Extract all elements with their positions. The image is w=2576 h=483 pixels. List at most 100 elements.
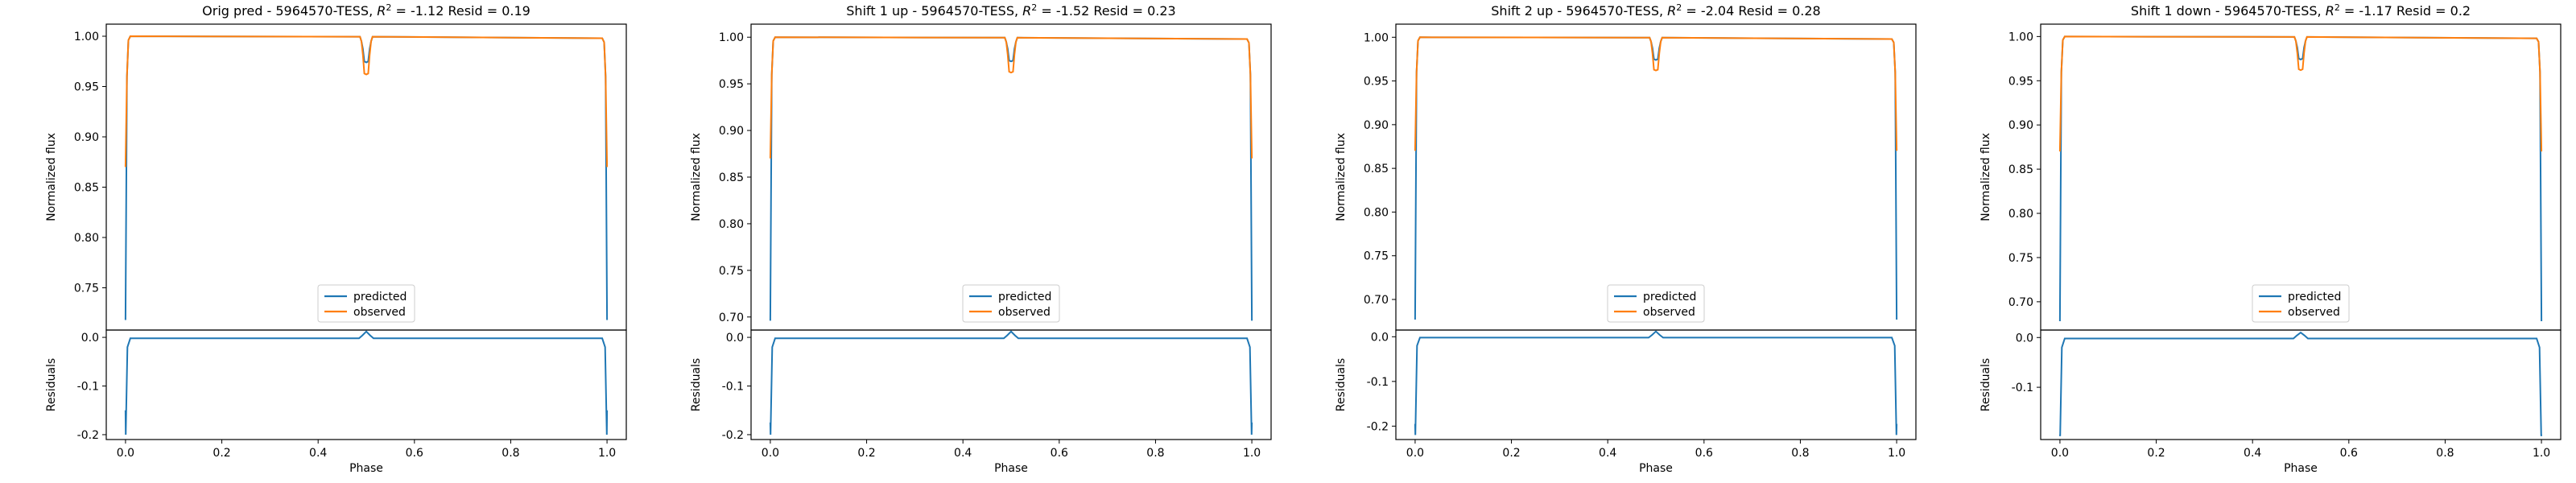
xlabel: Phase <box>349 462 383 475</box>
title-prefix: Shift 1 down - 5964570-TESS, <box>2131 3 2326 19</box>
bottom-ytick-label: -0.2 <box>722 429 744 442</box>
top-ytick-label: 0.80 <box>74 232 99 245</box>
series-predicted-line <box>2058 35 2543 322</box>
series-residuals-line <box>1414 330 1898 436</box>
legend-label-observed: observed <box>353 306 406 319</box>
chart-title: Shift 2 up - 5964570-TESS, R2 = -2.04 Re… <box>1491 2 1820 19</box>
series-observed-line <box>1414 36 1898 151</box>
top-ylabel: Normalized flux <box>690 133 703 221</box>
xtick-label: 0.4 <box>1599 447 1616 460</box>
legend-label-predicted: predicted <box>2288 291 2341 303</box>
top-ylabel: Normalized flux <box>45 133 58 221</box>
legend-box <box>1607 284 1705 323</box>
series-predicted-line <box>1414 36 1898 320</box>
title-r-superscript: 2 <box>386 2 391 13</box>
bottom-ytick-label: -0.2 <box>77 429 99 442</box>
series-observed-line <box>2058 35 2543 152</box>
xtick-label: 1.0 <box>2533 447 2550 460</box>
xtick-label: 0.0 <box>1406 447 1424 460</box>
title-r-superscript: 2 <box>1031 2 1037 13</box>
title-r-symbol: R <box>2326 3 2334 19</box>
top-ytick-label: 1.00 <box>719 31 744 44</box>
bottom-ytick-label: -0.1 <box>722 381 744 394</box>
top-ytick-label: 1.00 <box>2008 31 2033 43</box>
top-ytick-label: 0.85 <box>1364 163 1389 175</box>
title-prefix: Shift 1 up - 5964570-TESS, <box>846 3 1022 19</box>
top-ytick-label: 0.95 <box>74 81 99 94</box>
chart-title: Shift 1 down - 5964570-TESS, R2 = -1.17 … <box>2131 2 2471 19</box>
top-ytick-label: 0.95 <box>719 78 744 91</box>
title-suffix: = -1.52 Resid = 0.23 <box>1037 3 1175 19</box>
top-ytick-label: 0.70 <box>1364 294 1389 307</box>
chart-panel-4: Shift 1 down - 5964570-TESS, R2 = -1.17 … <box>1979 2 2562 475</box>
title-r-symbol: R <box>1022 3 1031 19</box>
xtick-label: 0.8 <box>2436 447 2454 460</box>
top-ytick-label: 1.00 <box>1364 31 1389 44</box>
bottom-axes-frame <box>1395 329 1917 440</box>
top-ytick-label: 0.75 <box>74 283 99 295</box>
bottom-ytick-label: 0.0 <box>1371 331 1389 344</box>
xtick-label: 0.0 <box>117 447 134 460</box>
top-ylabel: Normalized flux <box>1335 133 1348 221</box>
xtick-label: 0.6 <box>1695 447 1713 460</box>
top-ytick-label: 0.85 <box>74 182 99 195</box>
xtick-label: 0.6 <box>1051 447 1068 460</box>
xtick-label: 0.0 <box>2051 447 2069 460</box>
bottom-ytick-label: -0.1 <box>2012 382 2033 394</box>
legend-label-predicted: predicted <box>353 291 407 303</box>
bottom-ylabel: Residuals <box>1979 358 1992 411</box>
bottom-ytick-label: -0.2 <box>1367 420 1389 433</box>
top-axes-frame <box>750 23 1272 331</box>
xlabel: Phase <box>994 462 1028 475</box>
series-predicted-line <box>769 36 1253 321</box>
xtick-label: 0.2 <box>2147 447 2165 460</box>
title-suffix: = -1.12 Resid = 0.19 <box>391 3 530 19</box>
legend-box <box>962 284 1060 323</box>
xtick-label: 0.6 <box>406 447 423 460</box>
xtick-label: 0.6 <box>2340 447 2358 460</box>
top-ytick-label: 0.90 <box>1364 119 1389 132</box>
title-r-superscript: 2 <box>1676 2 1682 13</box>
top-ytick-label: 0.85 <box>2008 163 2033 176</box>
bottom-ytick-label: 0.0 <box>81 332 99 345</box>
top-ytick-label: 0.80 <box>719 218 744 231</box>
chart-panel-3: Shift 2 up - 5964570-TESS, R2 = -2.04 Re… <box>1335 2 1917 475</box>
top-ytick-label: 0.75 <box>2008 252 2033 265</box>
series-residuals-line <box>2058 331 2543 436</box>
bottom-axes-frame <box>750 329 1272 440</box>
title-prefix: Shift 2 up - 5964570-TESS, <box>1491 3 1667 19</box>
top-axes-frame <box>105 23 627 331</box>
top-ytick-label: 0.90 <box>719 125 744 138</box>
legend: predicted observed <box>962 284 1060 323</box>
legend: predicted observed <box>317 284 415 323</box>
title-prefix: Orig pred - 5964570-TESS, <box>202 3 377 19</box>
xtick-label: 0.8 <box>1791 447 1809 460</box>
bottom-axes-frame <box>2040 329 2562 440</box>
top-ytick-label: 0.70 <box>719 312 744 324</box>
title-r-superscript: 2 <box>2334 2 2340 13</box>
xtick-label: 0.4 <box>954 447 972 460</box>
top-ytick-label: 0.80 <box>1364 206 1389 219</box>
bottom-ylabel: Residuals <box>1335 358 1348 411</box>
top-ytick-label: 0.75 <box>1364 250 1389 263</box>
legend-label-predicted: predicted <box>998 291 1051 303</box>
series-residuals-line <box>769 330 1253 436</box>
chart-panel-2: Shift 1 up - 5964570-TESS, R2 = -1.52 Re… <box>690 2 1272 475</box>
xlabel: Phase <box>1639 462 1673 475</box>
top-ylabel: Normalized flux <box>1979 133 1992 221</box>
legend-box <box>317 284 415 323</box>
title-suffix: = -1.17 Resid = 0.2 <box>2340 3 2471 19</box>
legend-label-observed: observed <box>1643 306 1695 319</box>
legend-box <box>2252 284 2350 323</box>
bottom-ytick-label: 0.0 <box>726 332 744 345</box>
xtick-label: 0.0 <box>762 447 779 460</box>
xtick-label: 0.8 <box>502 447 519 460</box>
series-observed-line <box>124 35 609 167</box>
legend-label-observed: observed <box>998 306 1051 319</box>
series-observed-line <box>769 36 1253 159</box>
title-r-symbol: R <box>1667 3 1676 19</box>
legend: predicted observed <box>2252 284 2350 323</box>
bottom-ytick-label: -0.1 <box>1367 376 1389 389</box>
legend-label-observed: observed <box>2288 306 2340 319</box>
